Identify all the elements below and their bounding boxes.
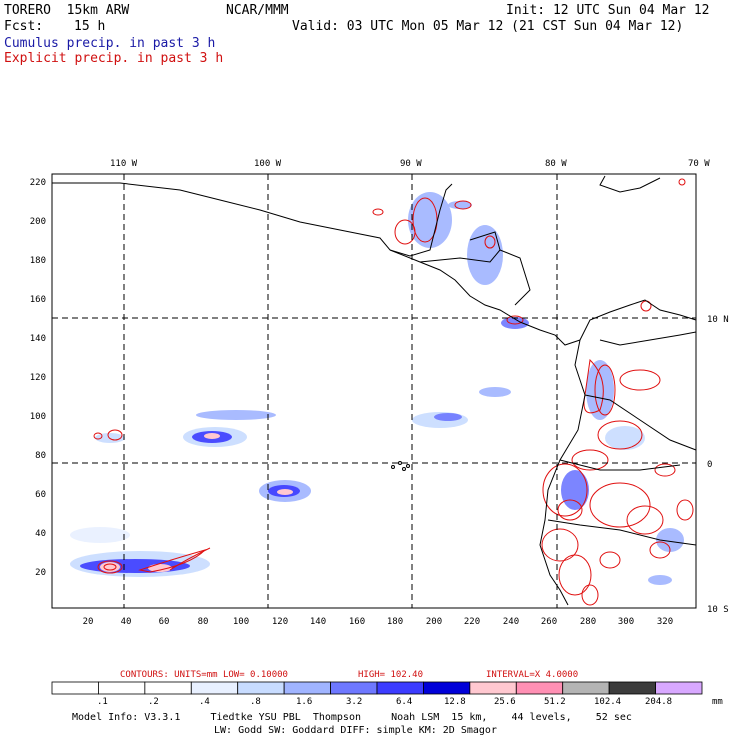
y-tick: 200	[30, 217, 46, 227]
colorbar-swatch	[144, 681, 192, 695]
lat-label: 10 S	[707, 605, 729, 615]
cbar-label: .1	[97, 697, 108, 707]
x-tick: 300	[618, 617, 634, 627]
cbar-label: .4	[199, 697, 210, 707]
colorbar-swatch	[562, 681, 610, 695]
x-tick: 200	[426, 617, 442, 627]
y-tick: 80	[35, 451, 46, 461]
cbar-label: 51.2	[544, 697, 566, 707]
y-tick: 40	[35, 529, 46, 539]
org-label: NCAR/MMM	[226, 3, 289, 18]
colorbar-swatch	[376, 681, 424, 695]
x-tick: 240	[503, 617, 519, 627]
cbar-label: 25.6	[494, 697, 516, 707]
contour-info: CONTOURS: UNITS=mm LOW= 0.10000 HIGH= 10…	[120, 670, 578, 680]
y-tick: 100	[30, 412, 46, 422]
cbar-label: 204.8	[645, 697, 673, 707]
cbar-unit: mm	[712, 697, 723, 707]
y-tick: 140	[30, 334, 46, 344]
y-tick: 120	[30, 373, 46, 383]
cbar-label: 3.2	[346, 697, 363, 707]
x-tick: 180	[387, 617, 403, 627]
contour-high: HIGH= 102.40	[358, 670, 423, 680]
y-tick: 160	[30, 295, 46, 305]
lon-label: 70 W	[688, 159, 710, 169]
colorbar	[51, 681, 703, 695]
model-title: TORERO 15km ARW	[4, 3, 130, 18]
lon-label: 100 W	[254, 159, 282, 169]
cbar-label: .8	[250, 697, 261, 707]
x-tick: 120	[272, 617, 288, 627]
lon-label: 90 W	[400, 159, 422, 169]
fcst-value: 15 h	[74, 19, 106, 34]
explicit-precip-fill	[100, 433, 293, 572]
model-info-line1: Model Info: V3.3.1 Tiedtke YSU PBL Thomp…	[72, 712, 632, 723]
colorbar-swatch	[330, 681, 378, 695]
colorbar-swatch	[515, 681, 564, 695]
x-tick: 280	[580, 617, 596, 627]
x-tick: 260	[541, 617, 557, 627]
colorbar-swatch	[98, 681, 146, 695]
colorbar-swatch	[51, 681, 99, 695]
contour-interval: INTERVAL=X 4.0000	[486, 670, 578, 680]
lon-labels: 110 W 100 W 90 W 80 W 70 W	[110, 159, 710, 169]
cbar-label: 12.8	[444, 697, 466, 707]
init-time: Init: 12 UTC Sun 04 Mar 12	[506, 3, 710, 18]
cbar-label: 102.4	[594, 697, 622, 707]
cbar-label: .2	[148, 697, 159, 707]
x-grid-ticks: 20 40 60 80 100 120 140 160 180 200 220 …	[83, 617, 674, 627]
x-tick: 40	[121, 617, 132, 627]
lat-labels: 10 N 0 10 S	[707, 315, 729, 615]
colorbar-swatch	[190, 681, 239, 695]
x-tick: 60	[159, 617, 170, 627]
fcst-label: Fcst:	[4, 19, 44, 34]
graticule	[52, 174, 696, 608]
legend-explicit: Explicit precip. in past 3 h	[4, 51, 224, 66]
cbar-label: 6.4	[396, 697, 413, 707]
x-tick: 100	[233, 617, 249, 627]
contour-units: CONTOURS: UNITS=mm LOW= 0.10000	[120, 670, 288, 680]
legend-cumulus: Cumulus precip. in past 3 h	[4, 36, 216, 51]
lat-label: 0	[707, 460, 712, 470]
y-grid-ticks: 220 200 180 160 140 120 100 80 60 40 20	[30, 178, 46, 578]
y-tick: 60	[35, 490, 46, 500]
x-tick: 80	[198, 617, 209, 627]
x-tick: 160	[349, 617, 365, 627]
colorbar-swatch	[608, 681, 656, 695]
lat-label: 10 N	[707, 315, 729, 325]
valid-time: Valid: 03 UTC Mon 05 Mar 12 (21 CST Sun …	[292, 19, 684, 34]
y-tick: 180	[30, 256, 46, 266]
lon-label: 110 W	[110, 159, 138, 169]
cbar-label: 1.6	[296, 697, 313, 707]
colorbar-swatch	[469, 681, 517, 695]
colorbar-swatch	[283, 681, 331, 695]
colorbar-swatch	[423, 681, 471, 695]
x-tick: 320	[657, 617, 673, 627]
model-info-line2: LW: Godd SW: Goddard DIFF: simple KM: 2D…	[214, 725, 497, 736]
colorbar-swatch	[655, 681, 703, 695]
x-tick: 20	[83, 617, 94, 627]
y-tick: 20	[35, 568, 46, 578]
y-tick: 220	[30, 178, 46, 188]
x-tick: 140	[310, 617, 326, 627]
x-tick: 220	[464, 617, 480, 627]
lon-label: 80 W	[545, 159, 567, 169]
colorbar-swatch	[237, 681, 285, 695]
